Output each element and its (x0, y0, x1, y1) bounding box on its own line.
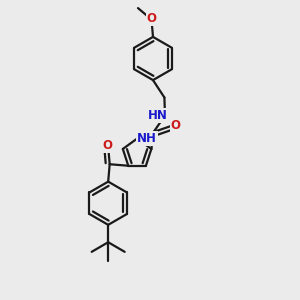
Text: O: O (170, 119, 181, 133)
Text: O: O (146, 12, 157, 26)
Text: NH: NH (137, 132, 157, 145)
Text: O: O (103, 139, 112, 152)
Text: HN: HN (148, 109, 167, 122)
